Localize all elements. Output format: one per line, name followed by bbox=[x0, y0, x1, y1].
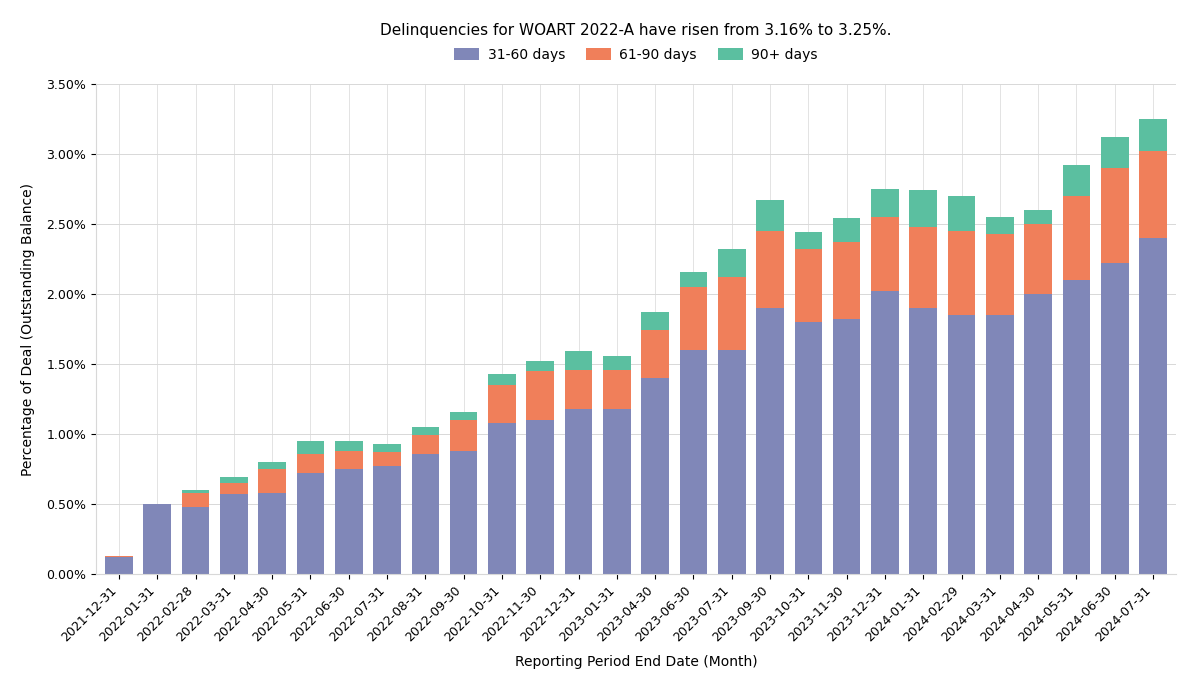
Bar bbox=[1139, 119, 1166, 151]
Bar bbox=[412, 427, 439, 435]
Bar bbox=[565, 351, 593, 370]
Bar bbox=[641, 378, 668, 574]
Y-axis label: Percentage of Deal (Outstanding Balance): Percentage of Deal (Outstanding Balance) bbox=[22, 183, 35, 475]
Bar bbox=[527, 420, 554, 574]
Bar bbox=[258, 493, 286, 574]
Bar bbox=[756, 308, 784, 574]
Bar bbox=[335, 451, 362, 469]
Bar bbox=[527, 361, 554, 371]
Bar bbox=[106, 556, 133, 557]
Bar bbox=[756, 231, 784, 308]
Bar bbox=[871, 291, 899, 574]
Bar bbox=[604, 370, 631, 409]
Bar bbox=[450, 420, 478, 451]
Bar bbox=[679, 287, 707, 350]
Bar bbox=[1139, 238, 1166, 574]
Bar bbox=[986, 315, 1014, 574]
Bar bbox=[604, 356, 631, 370]
Bar bbox=[604, 409, 631, 574]
Bar bbox=[1063, 165, 1091, 196]
Bar bbox=[373, 452, 401, 466]
Bar bbox=[679, 272, 707, 287]
Bar bbox=[641, 330, 668, 378]
Bar bbox=[488, 385, 516, 423]
Bar bbox=[679, 350, 707, 574]
Bar bbox=[1063, 196, 1091, 280]
Bar bbox=[1139, 151, 1166, 238]
Bar bbox=[718, 249, 745, 277]
Legend: 31-60 days, 61-90 days, 90+ days: 31-60 days, 61-90 days, 90+ days bbox=[449, 42, 823, 67]
Bar bbox=[794, 249, 822, 322]
Bar bbox=[910, 308, 937, 574]
Bar bbox=[373, 444, 401, 452]
Bar bbox=[641, 312, 668, 330]
Bar bbox=[986, 234, 1014, 315]
Bar bbox=[1100, 263, 1128, 574]
Bar bbox=[794, 322, 822, 574]
Bar bbox=[871, 217, 899, 291]
Bar bbox=[412, 435, 439, 454]
Bar bbox=[181, 493, 209, 507]
Bar bbox=[220, 494, 247, 574]
Bar bbox=[106, 557, 133, 574]
Bar bbox=[527, 371, 554, 420]
Bar bbox=[450, 412, 478, 420]
Bar bbox=[565, 370, 593, 409]
Bar bbox=[450, 451, 478, 574]
Bar bbox=[986, 217, 1014, 234]
Bar bbox=[833, 242, 860, 319]
Bar bbox=[910, 227, 937, 308]
Bar bbox=[833, 319, 860, 574]
Bar bbox=[756, 200, 784, 231]
Bar bbox=[220, 477, 247, 483]
Bar bbox=[871, 189, 899, 217]
Bar bbox=[488, 423, 516, 574]
Bar bbox=[1100, 137, 1128, 168]
Bar bbox=[833, 218, 860, 242]
Bar bbox=[1100, 168, 1128, 263]
Bar bbox=[1025, 294, 1052, 574]
Bar bbox=[258, 469, 286, 493]
Bar bbox=[948, 231, 976, 315]
Bar bbox=[948, 196, 976, 231]
Bar bbox=[144, 504, 172, 574]
Bar bbox=[1025, 210, 1052, 224]
Bar bbox=[718, 350, 745, 574]
Title: Delinquencies for WOART 2022-A have risen from 3.16% to 3.25%.: Delinquencies for WOART 2022-A have rise… bbox=[380, 23, 892, 38]
Bar bbox=[296, 441, 324, 454]
Bar bbox=[718, 277, 745, 350]
Bar bbox=[220, 483, 247, 494]
Bar bbox=[296, 454, 324, 473]
Bar bbox=[296, 473, 324, 574]
Bar bbox=[1025, 224, 1052, 294]
Bar bbox=[794, 232, 822, 249]
Bar bbox=[948, 315, 976, 574]
Bar bbox=[335, 469, 362, 574]
Bar bbox=[258, 462, 286, 469]
Bar bbox=[565, 409, 593, 574]
Bar bbox=[488, 374, 516, 385]
Bar bbox=[373, 466, 401, 574]
Bar bbox=[910, 190, 937, 227]
Bar bbox=[181, 490, 209, 493]
X-axis label: Reporting Period End Date (Month): Reporting Period End Date (Month) bbox=[515, 655, 757, 669]
Bar bbox=[1063, 280, 1091, 574]
Bar bbox=[412, 454, 439, 574]
Bar bbox=[335, 441, 362, 451]
Bar bbox=[181, 507, 209, 574]
